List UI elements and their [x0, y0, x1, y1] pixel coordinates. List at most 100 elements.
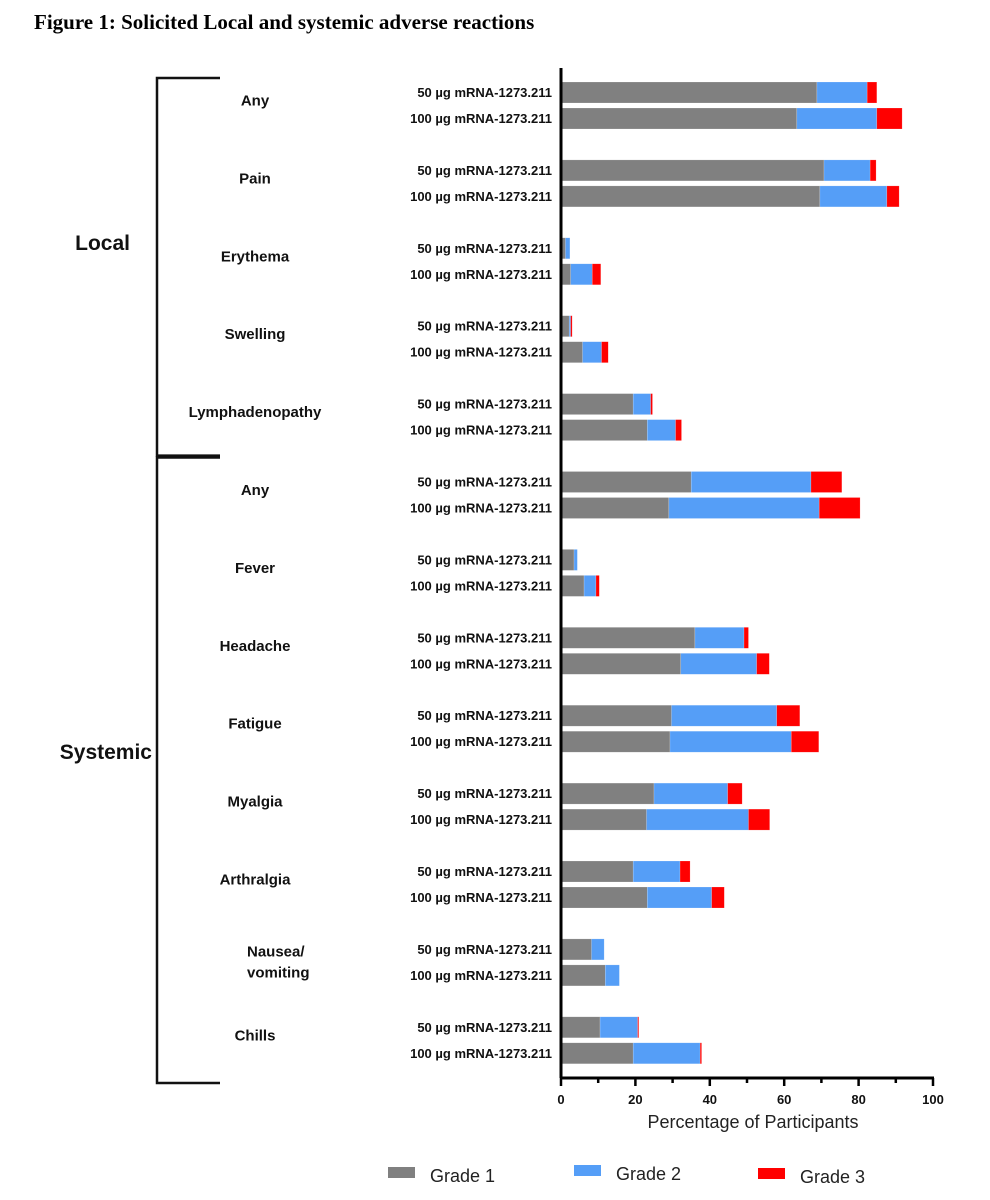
- legend-swatch-grade-1: [388, 1167, 415, 1178]
- bar-segment-grade-1: [560, 860, 634, 883]
- series-label: 50 µg mRNA-1273.211: [417, 630, 552, 645]
- bar-segment-grade-3: [595, 575, 600, 597]
- labels-layer: 50 µg mRNA-1273.211 100 µg mRNA-1273.211 A…: [189, 85, 552, 1061]
- bar-segment-grade-1: [560, 1042, 634, 1065]
- bar-segment-grade-2: [632, 393, 651, 415]
- series-label: 100 µg mRNA-1273.211: [410, 890, 552, 905]
- bar-segment-grade-2: [680, 653, 757, 675]
- bar-segment-grade-1: [560, 185, 821, 208]
- bar-segment-grade-2: [647, 886, 712, 909]
- bar-segment-grade-2: [565, 237, 571, 260]
- category-label: Erythema: [221, 248, 290, 265]
- bar-segment-grade-1: [560, 730, 671, 753]
- bar-segment-grade-3: [756, 653, 770, 675]
- bar-segment-grade-2: [573, 549, 578, 571]
- legend-swatch-grade-3: [758, 1168, 785, 1179]
- bar-segment-grade-2: [694, 627, 745, 649]
- legend-label: Grade 3: [800, 1167, 865, 1187]
- bar-segment-grade-2: [823, 159, 871, 182]
- bar-segment-grade-2: [570, 263, 593, 286]
- series-label: 100 µg mRNA-1273.211: [410, 423, 552, 438]
- bar-segment-grade-2: [605, 964, 620, 987]
- bar-segment-grade-3: [866, 81, 878, 104]
- series-label: 50 µg mRNA-1273.211: [417, 397, 552, 412]
- legend-label: Grade 1: [430, 1166, 495, 1186]
- bar-segment-grade-1: [560, 471, 692, 493]
- series-label: 50 µg mRNA-1273.211: [417, 864, 552, 879]
- bar-segment-grade-3: [748, 808, 770, 831]
- bar-segment-grade-1: [560, 393, 634, 415]
- bar-segment-grade-2: [599, 1016, 638, 1039]
- bar-segment-grade-3: [776, 704, 801, 727]
- bar-segment-grade-2: [632, 1042, 701, 1065]
- group-label-systemic: Systemic: [60, 741, 153, 764]
- bar-segment-grade-1: [560, 782, 655, 805]
- bar-segment-grade-2: [653, 782, 728, 805]
- bar-segment-grade-2: [647, 419, 676, 441]
- legend: Grade 1 Grade 2 Grade 3: [388, 1164, 865, 1187]
- bar-segment-grade-3: [679, 860, 691, 883]
- series-label: 50 µg mRNA-1273.211: [417, 942, 552, 957]
- bar-segment-grade-2: [646, 808, 749, 831]
- series-label: 100 µg mRNA-1273.211: [410, 656, 552, 671]
- bar-segment-grade-2: [591, 938, 605, 961]
- category-label: vomiting: [247, 964, 310, 981]
- category-label: Myalgia: [227, 794, 283, 811]
- x-tick-label: 60: [777, 1092, 791, 1107]
- x-tick-label: 80: [851, 1092, 865, 1107]
- bar-segment-grade-3: [699, 1042, 702, 1065]
- category-label: Any: [241, 93, 270, 110]
- category-label: Lymphadenopathy: [189, 404, 322, 421]
- x-tick-label: 100: [922, 1092, 944, 1107]
- bar-segment-grade-1: [560, 964, 606, 987]
- category-label: Pain: [239, 170, 271, 187]
- legend-label: Grade 2: [616, 1164, 681, 1184]
- category-label: Fatigue: [228, 716, 281, 733]
- series-label: 100 µg mRNA-1273.211: [410, 812, 552, 827]
- x-axis-title: Percentage of Participants: [647, 1112, 858, 1132]
- series-label: 50 µg mRNA-1273.211: [417, 85, 552, 100]
- bar-segment-grade-1: [560, 808, 647, 831]
- bar-segment-grade-3: [791, 730, 820, 753]
- bar-segment-grade-3: [650, 393, 653, 415]
- group-label-local: Local: [75, 232, 130, 255]
- bar-segment-grade-3: [711, 886, 725, 909]
- bar-segment-grade-1: [560, 341, 583, 363]
- series-label: 100 µg mRNA-1273.211: [410, 501, 552, 516]
- series-label: 100 µg mRNA-1273.211: [410, 189, 552, 204]
- series-label: 50 µg mRNA-1273.211: [417, 1020, 552, 1035]
- bracket-systemic: [155, 456, 220, 1085]
- category-label: Any: [241, 482, 270, 499]
- x-tick-label: 0: [557, 1092, 564, 1107]
- bar-segment-grade-2: [819, 185, 888, 208]
- series-label: 50 µg mRNA-1273.211: [417, 319, 552, 334]
- bar-segment-grade-2: [669, 730, 792, 753]
- figure-title: Figure 1: Solicited Local and systemic a…: [34, 10, 535, 34]
- series-label: 100 µg mRNA-1273.211: [410, 345, 552, 360]
- bar-segment-grade-3: [810, 471, 843, 493]
- bar-segment-grade-1: [560, 938, 592, 961]
- series-label: 50 µg mRNA-1273.211: [417, 708, 552, 723]
- category-label: Chills: [235, 1027, 276, 1044]
- bar-segment-grade-1: [560, 627, 696, 649]
- legend-swatch-grade-2: [574, 1165, 601, 1176]
- series-label: 50 µg mRNA-1273.211: [417, 475, 552, 490]
- series-label: 50 µg mRNA-1273.211: [417, 241, 552, 256]
- bar-segment-grade-2: [583, 575, 597, 597]
- bar-segment-grade-1: [560, 81, 818, 104]
- series-label: 100 µg mRNA-1273.211: [410, 111, 552, 126]
- bar-segment-grade-1: [560, 549, 575, 571]
- bar-segment-grade-3: [727, 782, 743, 805]
- bar-segment-grade-3: [570, 315, 573, 337]
- bracket-local: [155, 76, 220, 457]
- bar-segment-grade-2: [632, 860, 681, 883]
- bar-segment-grade-3: [869, 159, 877, 182]
- bar-segment-grade-2: [796, 107, 878, 130]
- category-label: Arthralgia: [220, 872, 292, 889]
- bar-segment-grade-2: [668, 497, 820, 519]
- series-label: 50 µg mRNA-1273.211: [417, 163, 552, 178]
- bar-segment-grade-2: [671, 704, 778, 727]
- bar-segment-grade-3: [743, 627, 749, 649]
- series-label: 100 µg mRNA-1273.211: [410, 267, 552, 282]
